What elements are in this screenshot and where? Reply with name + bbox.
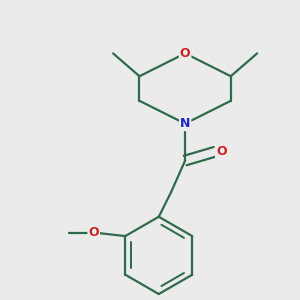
Text: O: O [88, 226, 99, 239]
Text: O: O [216, 145, 226, 158]
Text: N: N [180, 117, 190, 130]
Text: O: O [180, 47, 190, 60]
